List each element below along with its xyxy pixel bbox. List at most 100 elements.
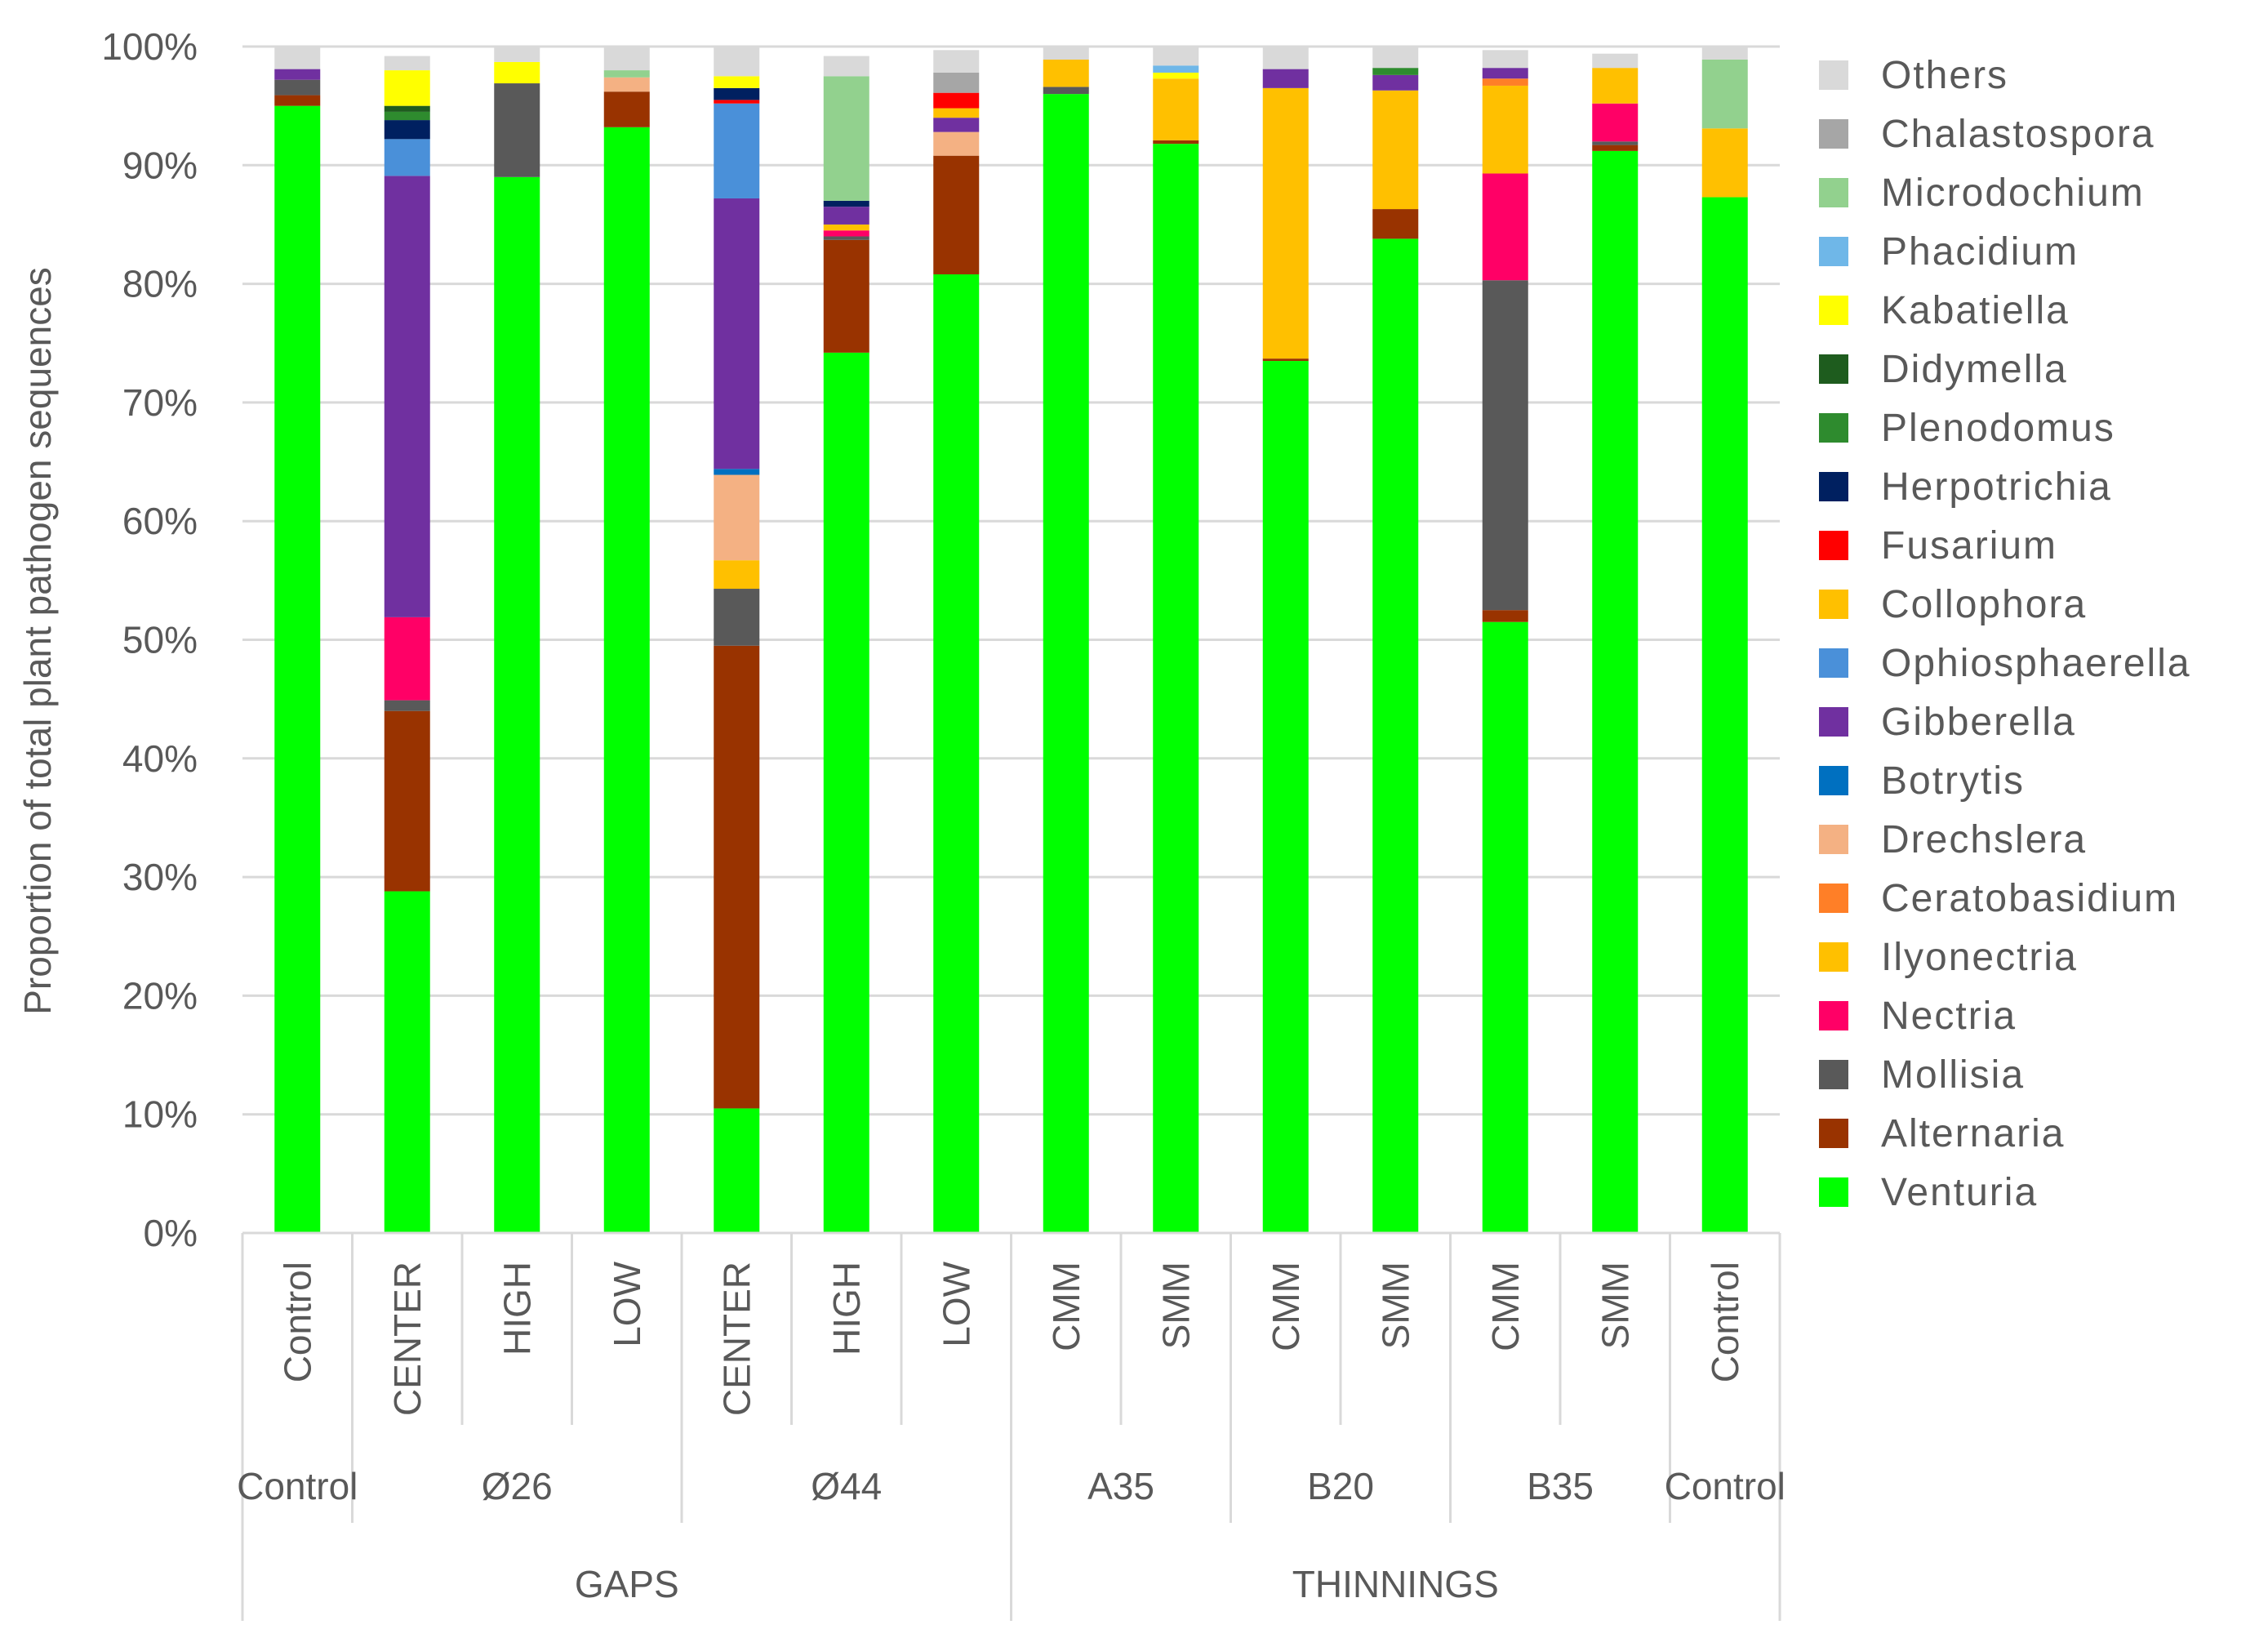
y-tick-label: 70%: [122, 381, 198, 424]
bar-segment-alternaria: [384, 710, 430, 892]
bar-segment-alternaria: [714, 645, 760, 1109]
bar-segment-drechslera: [603, 77, 650, 92]
legend-label: Venturia: [1881, 1171, 2038, 1214]
y-tick-label: 90%: [122, 144, 198, 186]
bar-segment-nectria: [823, 230, 869, 237]
bar-segment-plenodomus: [1372, 68, 1419, 75]
bar-segment-venturia: [933, 274, 980, 1233]
x-tick-label: CMM: [1265, 1262, 1307, 1351]
x-tick-label: SMM: [1594, 1262, 1636, 1349]
legend-label: Kabatiella: [1881, 289, 2070, 332]
bar-segment-kabatiella: [494, 61, 540, 84]
legend-swatch-alternaria: [1819, 1119, 1848, 1148]
bar-segment-kabatiella: [384, 70, 430, 106]
bar-segment-mollisia: [714, 589, 760, 646]
legend-swatch-herpotrichia: [1819, 472, 1848, 501]
x-tick-label: SMM: [1374, 1262, 1416, 1349]
bar-segment-mollisia: [1592, 141, 1639, 145]
bar-segment-ceratobasidium: [1482, 78, 1528, 86]
bar-segment-venturia: [494, 176, 540, 1234]
x-tick-label: CMM: [1045, 1262, 1087, 1351]
legend-label: Chalastospora: [1881, 113, 2155, 156]
bar-segment-venturia: [1262, 361, 1309, 1233]
y-axis-label: Proportion of total plant pathogen seque…: [16, 267, 59, 1015]
x-tick-label: CENTER: [386, 1262, 429, 1416]
legend: Others Chalastospora Microdochium Phacidium…: [1819, 54, 2190, 1214]
bar-segment-fusarium: [933, 92, 980, 109]
bar-segment-gibberella: [1372, 74, 1419, 91]
legend-label: Drechslera: [1881, 818, 2087, 861]
group-label: B35: [1527, 1465, 1594, 1507]
legend-swatch-mollisia: [1819, 1060, 1848, 1089]
supergroup-label: GAPS: [575, 1563, 679, 1605]
bar-segment-alternaria: [274, 95, 321, 106]
bar-segment-others: [1372, 47, 1419, 69]
legend-swatch-ceratobasidium: [1819, 884, 1848, 913]
bar-segment-ilyonectria: [1482, 85, 1528, 174]
bar-segment-venturia: [274, 105, 321, 1233]
bar-segment-gibberella: [714, 198, 760, 470]
bar-segment-others: [1262, 47, 1309, 69]
bar-segment-venturia: [1592, 150, 1639, 1233]
bar-segment-venturia: [823, 352, 869, 1233]
bar-segment-didymella: [384, 105, 430, 112]
bar-segment-herpotrichia: [384, 120, 430, 140]
y-tick-label: 10%: [122, 1093, 198, 1136]
legend-label: Gibberella: [1881, 701, 2076, 744]
bar-segment-alternaria: [1482, 610, 1528, 622]
y-tick-label: 40%: [122, 737, 198, 780]
group-label: Ø44: [811, 1465, 882, 1507]
legend-swatch-fusarium: [1819, 531, 1848, 560]
bar-segment-mollisia: [1043, 87, 1089, 95]
legend-swatch-chalastospora: [1819, 119, 1848, 149]
x-tick-label: CMM: [1484, 1262, 1527, 1351]
bar-segment-ilyonectria: [1592, 68, 1639, 104]
bar-segment-others: [274, 47, 321, 69]
bar-segment-mollisia: [1482, 280, 1528, 611]
y-tick-label: 80%: [122, 263, 198, 305]
bar-segment-mollisia: [494, 83, 540, 177]
legend-label: Microdochium: [1881, 171, 2145, 215]
bar-segment-ilyonectria: [1262, 87, 1309, 359]
legend-label: Didymella: [1881, 348, 2068, 391]
bar-segment-ophiosphaerella: [384, 139, 430, 176]
bar-segment-gibberella: [823, 207, 869, 225]
bar-segment-collophora: [933, 108, 980, 118]
bar-segment-venturia: [714, 1108, 760, 1233]
x-tick-label: LOW: [606, 1261, 648, 1346]
bar-segment-plenodomus: [384, 111, 430, 121]
x-tick-label: CENTER: [715, 1262, 758, 1416]
legend-label: Nectria: [1881, 995, 2017, 1038]
legend-swatch-ilyonectria: [1819, 942, 1848, 972]
bar-segment-venturia: [1372, 238, 1419, 1233]
legend-label: Ilyonectria: [1881, 936, 2078, 979]
legend-swatch-phacidium: [1819, 237, 1848, 266]
legend-label: Ceratobasidium: [1881, 877, 2178, 920]
x-axis: Control CENTER HIGH LOW CENTER HIGH LOW CMM SMM C…: [237, 1231, 1785, 1621]
bar-segment-ilyonectria: [823, 224, 869, 231]
bar-segment-nectria: [1592, 103, 1639, 142]
legend-label: Mollisia: [1881, 1053, 2025, 1097]
bar-segment-others: [603, 47, 650, 71]
bar-segment-gibberella: [1482, 68, 1528, 79]
bar-segment-mollisia: [384, 700, 430, 711]
bar-segment-microdochium: [823, 76, 869, 201]
bar-segment-others: [1701, 47, 1748, 60]
group-label: A35: [1087, 1465, 1154, 1507]
bar-segment-herpotrichia: [714, 87, 760, 100]
x-tick-label: HIGH: [496, 1262, 538, 1355]
bar-segment-nectria: [1482, 173, 1528, 281]
bar-segment-kabatiella: [714, 76, 760, 88]
group-label: B20: [1307, 1465, 1374, 1507]
bar-segment-venturia: [1153, 144, 1199, 1233]
y-tick-label: 60%: [122, 500, 198, 542]
bar-segment-drechslera: [714, 474, 760, 561]
legend-label: Alternaria: [1881, 1112, 2065, 1155]
bar-segment-others: [1153, 47, 1199, 66]
bar-segment-others: [384, 56, 430, 71]
legend-swatch-didymella: [1819, 354, 1848, 384]
bar-segment-ilyonectria: [1372, 90, 1419, 210]
y-tick-label: 30%: [122, 856, 198, 898]
bar-segment-alternaria: [603, 91, 650, 127]
